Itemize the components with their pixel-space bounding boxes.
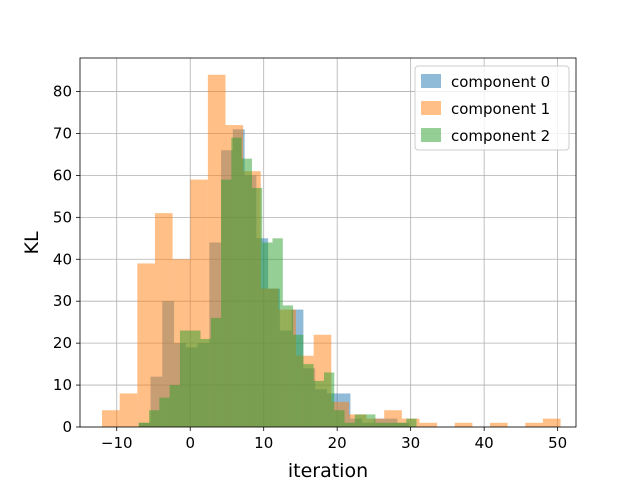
histogram-bar-component-2 (313, 380, 324, 427)
legend-label-component-2: component 2 (451, 127, 550, 145)
histogram-bar-component-2 (169, 385, 180, 427)
histogram-bar-component-2 (231, 137, 242, 427)
legend-label-component-1: component 1 (451, 100, 550, 118)
histogram-bar-component-2 (293, 334, 304, 427)
y-tick-label: 30 (53, 292, 72, 310)
histogram-bar-component-1 (490, 422, 508, 427)
histogram-bar-component-2 (221, 179, 232, 427)
histogram-bar-component-2 (365, 414, 376, 427)
histogram-bar-component-2 (354, 414, 366, 427)
y-tick-label: 50 (53, 208, 72, 226)
histogram-bar-component-1 (525, 422, 543, 427)
histogram-bar-component-2 (323, 372, 335, 427)
histogram-bar-component-2 (179, 330, 191, 427)
y-tick-label: 0 (62, 418, 72, 436)
legend-box (414, 65, 570, 151)
legend-swatch-component-2 (421, 128, 441, 142)
histogram-bar-component-2 (251, 187, 263, 427)
histogram-bar-component-2 (200, 338, 211, 427)
histogram-bar-component-1 (119, 393, 138, 427)
histogram-bar-component-2 (149, 410, 160, 427)
histogram-bar-component-1 (102, 410, 120, 427)
bars-layer (102, 74, 561, 428)
x-tick-label: 0 (185, 434, 195, 452)
histogram-bar-component-1 (454, 422, 473, 427)
y-tick-label: 70 (53, 124, 72, 142)
histogram-bar-component-1 (154, 213, 173, 427)
legend-swatch-component-1 (421, 101, 441, 115)
histogram-bar-component-2 (334, 410, 345, 427)
x-tick-label: 50 (548, 434, 567, 452)
y-tick-label: 10 (53, 376, 72, 394)
histogram-bar-component-2 (282, 305, 294, 427)
x-tick-label: 30 (401, 434, 420, 452)
histogram-bar-component-2 (190, 330, 201, 427)
histogram-bar-component-2 (375, 422, 386, 427)
histogram-bar-component-2 (406, 418, 417, 427)
x-tick-label: −10 (101, 434, 133, 452)
x-tick-label: 10 (254, 434, 273, 452)
histogram-bar-component-2 (159, 397, 170, 427)
histogram-bar-component-2 (344, 422, 355, 427)
histogram-bar-component-1 (137, 263, 155, 427)
histogram-bar-component-1 (542, 418, 561, 427)
y-tick-label: 60 (53, 166, 72, 184)
y-tick-label: 20 (53, 334, 72, 352)
y-tick-label: 80 (53, 83, 72, 101)
histogram-bar-component-2 (210, 317, 222, 427)
histogram-bar-component-1 (419, 422, 438, 427)
histogram-bar-component-2 (272, 238, 283, 427)
histogram-bar-component-2 (303, 364, 314, 427)
ticks-layer: −10 0 10 20 30 40 50 0 10 20 30 40 50 60 70 80 (53, 83, 567, 452)
histogram-bar-component-2 (262, 242, 273, 427)
x-tick-label: 20 (328, 434, 347, 452)
plot-frame (79, 57, 577, 428)
histogram-bar-component-2 (385, 422, 396, 427)
legend: component 0 component 1 component 2 (414, 65, 570, 151)
legend-label-component-0: component 0 (451, 73, 550, 91)
histogram-bar-component-2 (138, 422, 150, 427)
histogram-bar-component-2 (395, 422, 407, 427)
x-axis-label: iteration (288, 460, 368, 480)
y-axis-label: KL (21, 231, 43, 254)
x-tick-label: 40 (475, 434, 494, 452)
legend-swatch-component-0 (421, 74, 441, 88)
histogram-bar-component-2 (241, 158, 252, 428)
y-tick-label: 40 (53, 250, 72, 268)
